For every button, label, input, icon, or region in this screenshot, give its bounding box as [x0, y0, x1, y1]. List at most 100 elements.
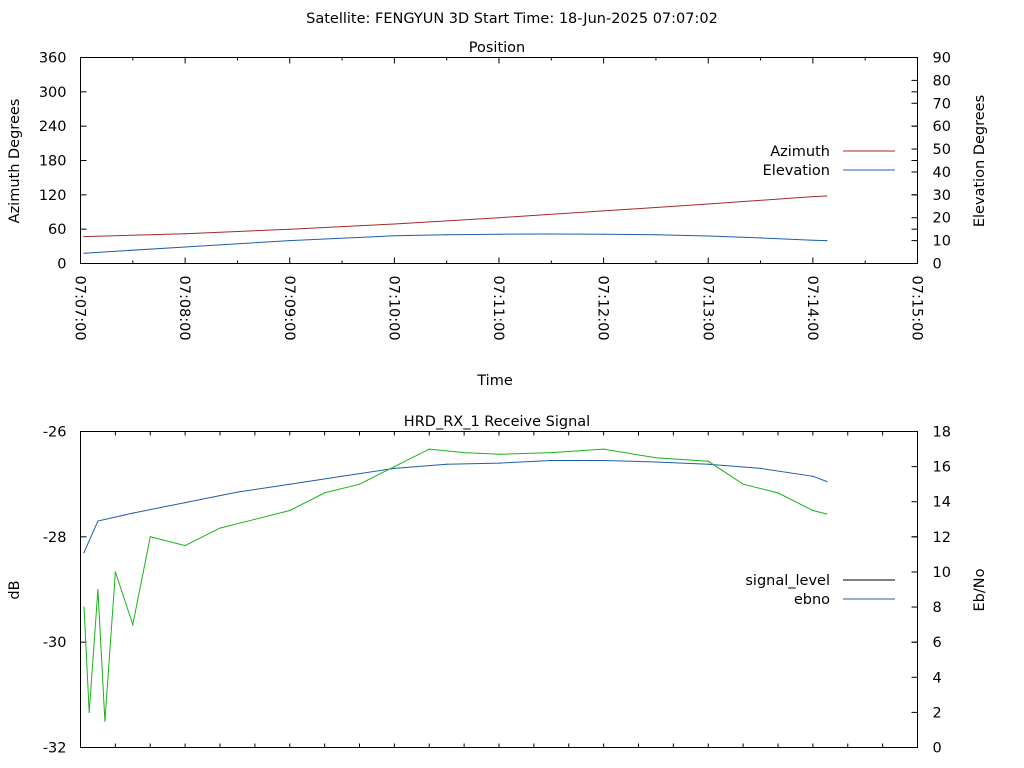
data-point-ebno	[812, 475, 814, 477]
x-tick-label-07:13:00: 07:13:00	[699, 276, 715, 341]
data-point-ebno	[655, 461, 657, 463]
position-series	[83, 195, 828, 254]
data-point-elevation	[826, 240, 828, 242]
data-point-trace-2	[777, 492, 779, 494]
db-axis-tick-label--26: -26	[43, 425, 67, 441]
data-point-trace-2	[428, 448, 430, 450]
data-point-elevation	[498, 233, 500, 235]
data-point-trace-2	[550, 451, 552, 454]
ebno-axis-tick-label-4: 4	[933, 670, 942, 686]
data-point-ebno	[83, 552, 85, 554]
azimuth-axis-tick-label-240: 240	[39, 119, 67, 135]
azimuth-axis-tick-label-120: 120	[39, 188, 67, 204]
series-line-azimuth	[83, 195, 827, 238]
signal-y-ticks: -32 -30 -28 -26	[43, 425, 918, 757]
azimuth-axis-tick-label-0: 0	[57, 257, 66, 273]
x-tick-label-07:15:00: 07:15:00	[909, 276, 925, 341]
data-point-elevation	[812, 239, 814, 241]
data-point-elevation	[759, 237, 762, 239]
data-point-trace-2	[826, 513, 828, 515]
position-legend: Azimuth Elevation	[763, 144, 895, 179]
x-tick-label-07:10:00: 07:10:00	[385, 276, 401, 341]
series-line-elevation	[83, 233, 827, 254]
data-point-trace-2	[83, 606, 85, 608]
data-point-trace-2	[742, 483, 744, 485]
data-point-azimuth	[184, 233, 186, 235]
data-point-trace-2	[88, 711, 90, 713]
legend-label-azimuth: Azimuth	[770, 144, 830, 160]
x-tick-label-07:08:00: 07:08:00	[176, 276, 192, 341]
data-point-trace-2	[603, 448, 605, 450]
series-line-trace-2	[83, 448, 827, 722]
data-point-elevation	[655, 234, 657, 236]
data-point-trace-2	[104, 720, 106, 722]
data-point-azimuth	[707, 203, 709, 205]
x-tick-label-07:07:00: 07:07:00	[72, 276, 88, 341]
data-point-ebno	[289, 483, 291, 485]
data-point-trace-2	[149, 536, 151, 538]
signal-x-ticks	[114, 431, 884, 748]
elevation-axis-tick-label-20: 20	[933, 211, 951, 227]
ebno-axis-tick-label-2: 2	[933, 705, 942, 721]
data-point-azimuth	[393, 223, 395, 225]
data-point-trace-2	[324, 492, 326, 494]
data-point-trace-2	[358, 483, 361, 485]
x-tick-label-07:14:00: 07:14:00	[804, 276, 820, 341]
data-point-ebno	[393, 467, 395, 469]
ebno-axis-tick-label-16: 16	[933, 460, 951, 476]
data-point-elevation	[550, 233, 552, 235]
chart-header: Satellite: FENGYUN 3D Start Time: 18-Jun…	[306, 11, 718, 27]
elevation-axis-tick-label-60: 60	[933, 119, 951, 135]
signal-legend: signal_level ebno	[745, 573, 895, 608]
elevation-axis-tick-label-40: 40	[933, 165, 951, 181]
data-point-elevation	[393, 235, 395, 237]
data-point-ebno	[97, 520, 99, 522]
data-point-azimuth	[83, 236, 85, 238]
data-point-trace-2	[97, 588, 99, 591]
db-axis-tick-label--28: -28	[43, 530, 67, 546]
elevation-axis-tick-label-30: 30	[933, 188, 951, 204]
signal-chart: HRD_RX_1 Receive Signal dB Eb/No -32-30-…	[7, 414, 988, 757]
data-point-azimuth	[826, 195, 828, 197]
position-chart-title: Position	[469, 40, 525, 56]
signal-y2-ticks: 0 2 4 6 8 10 12 14 16 18	[911, 425, 951, 757]
legend-label-ebno: ebno	[794, 592, 830, 608]
data-point-trace-2	[132, 624, 134, 626]
data-point-elevation	[83, 252, 85, 254]
data-point-ebno	[446, 463, 448, 465]
signal-y-axis-label: dB	[7, 580, 23, 599]
data-point-ebno	[341, 475, 343, 477]
data-point-trace-2	[254, 518, 256, 520]
elevation-axis-tick-label-80: 80	[933, 73, 951, 89]
ebno-axis-tick-label-18: 18	[933, 425, 951, 441]
azimuth-axis-tick-label-60: 60	[48, 222, 66, 238]
data-point-trace-2	[498, 453, 500, 455]
azimuth-axis-tick-label-360: 360	[39, 51, 67, 67]
x-tick-label-07:11:00: 07:11:00	[490, 276, 506, 341]
position-chart: Position Azimuth Degrees Elevation Degre…	[7, 40, 988, 389]
ebno-axis-tick-label-6: 6	[933, 635, 942, 651]
data-point-ebno	[184, 502, 186, 504]
ebno-axis-tick-label-10: 10	[933, 565, 951, 581]
data-point-elevation	[603, 233, 605, 235]
data-point-ebno	[132, 512, 134, 514]
data-point-ebno	[550, 459, 552, 462]
data-point-azimuth	[812, 195, 814, 198]
data-point-azimuth	[603, 210, 605, 212]
data-point-ebno	[603, 459, 605, 462]
x-tick-label-07:09:00: 07:09:00	[281, 276, 297, 341]
signal-y2-axis-label: Eb/No	[972, 568, 988, 611]
signal-chart-title: HRD_RX_1 Receive Signal	[404, 414, 590, 430]
elevation-axis-tick-label-70: 70	[933, 96, 951, 112]
data-point-trace-2	[393, 466, 395, 468]
data-point-trace-2	[655, 457, 657, 459]
signal-plot-frame	[80, 431, 918, 748]
data-point-trace-2	[812, 509, 814, 512]
data-point-azimuth	[289, 228, 291, 230]
db-axis-tick-label--32: -32	[43, 741, 67, 757]
data-point-ebno	[707, 463, 709, 465]
data-point-ebno	[498, 462, 500, 464]
ebno-axis-tick-label-8: 8	[933, 600, 942, 616]
ebno-axis-tick-label-12: 12	[933, 530, 951, 546]
